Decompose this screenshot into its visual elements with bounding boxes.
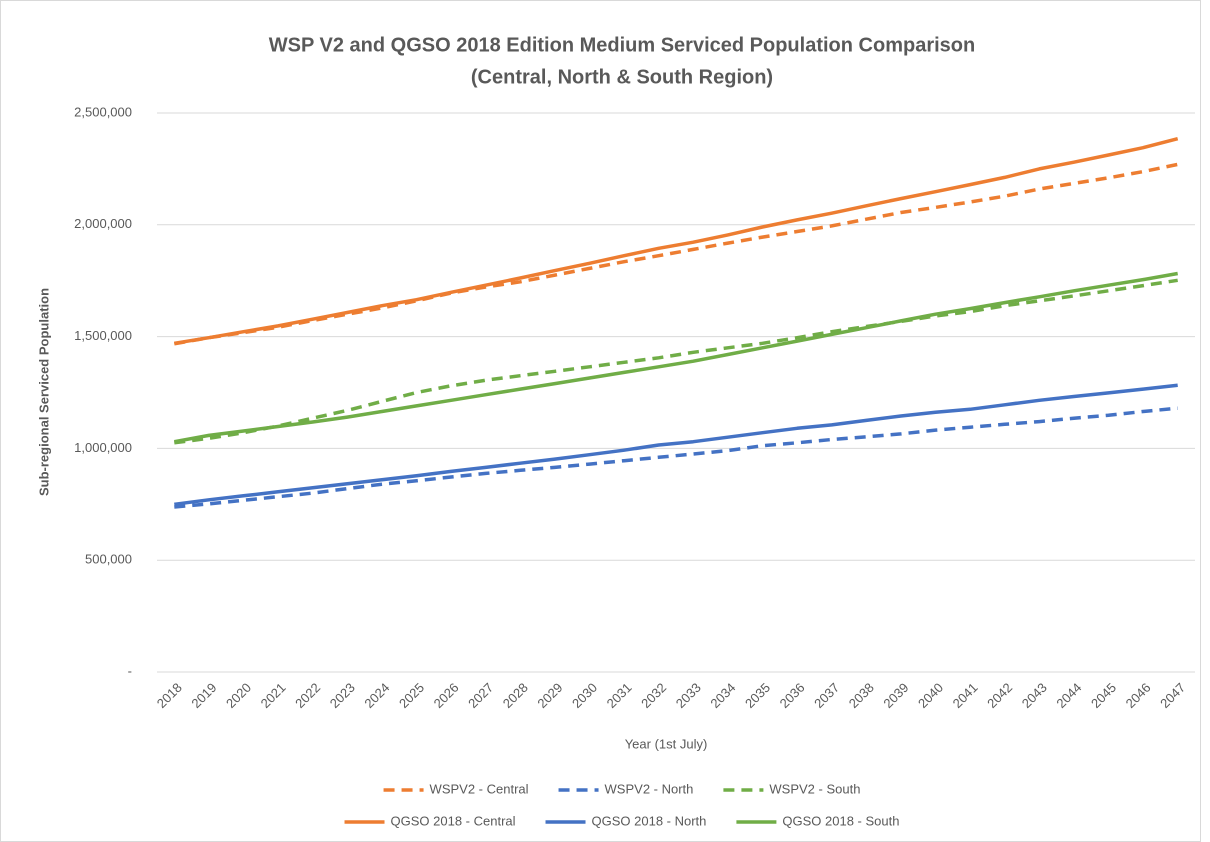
legend-label: QGSO 2018 - North [592,813,707,828]
series-line [174,137,1179,346]
legend-label: QGSO 2018 - Central [391,813,516,828]
y-tick-label: 2,500,000 [74,104,132,119]
series-line [174,278,1178,445]
x-axis-title: Year (1st July) [625,736,708,751]
series-line [174,406,1178,509]
y-tick-label: 500,000 [85,552,132,567]
series-line [173,271,1179,444]
y-tick-label: 2,000,000 [74,216,132,231]
y-axis-title: Sub-regional Serviced Population [36,288,51,496]
chart-title: (Central, North & South Region) [471,66,773,88]
legend-label: WSPV2 - Central [430,781,529,796]
y-tick-label: - [128,663,132,678]
y-tick-label: 1,000,000 [74,440,132,455]
y-tick-label: 1,500,000 [74,328,132,343]
series-line [174,383,1178,507]
legend-label: WSPV2 - North [605,781,694,796]
legend-label: QGSO 2018 - South [782,813,899,828]
legend-label: WSPV2 - South [769,781,860,796]
chart-title: WSP V2 and QGSO 2018 Edition Medium Serv… [269,34,975,56]
